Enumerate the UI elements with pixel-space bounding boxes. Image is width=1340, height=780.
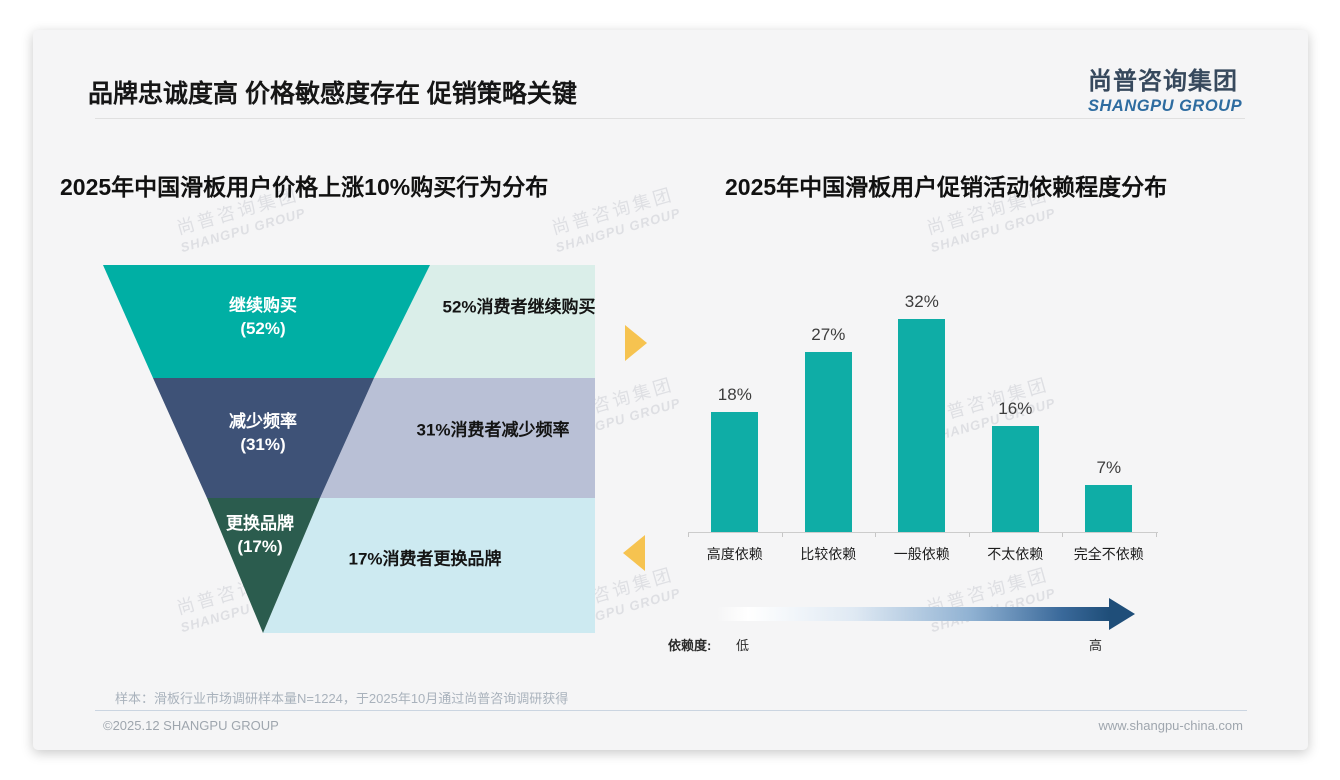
x-axis-tick — [1062, 532, 1063, 537]
x-axis-line — [688, 532, 1158, 533]
footer-divider — [95, 710, 1247, 711]
dependency-axis-label: 依赖度: — [668, 638, 712, 653]
funnel-annotation-1: 52%消费者继续购买 — [442, 297, 596, 317]
funnel-annotation-2: 31%消费者减少频率 — [416, 420, 570, 440]
logo-chinese-text: 尚普咨询集团 — [1088, 68, 1238, 95]
funnel-shapes — [103, 265, 595, 633]
dependency-gradient-arrowhead-icon — [1109, 598, 1135, 630]
copyright-text: ©2025.12 SHANGPU GROUP — [103, 718, 279, 733]
funnel-stage-3-label: 更换品牌 (17%) — [226, 512, 294, 558]
bar-value-label: 7% — [1096, 458, 1122, 477]
x-axis-tick — [688, 532, 689, 537]
desc-box-1 — [374, 265, 595, 378]
bar-x-label: 比较依赖 — [800, 546, 857, 562]
bar-x-label: 不太依赖 — [987, 546, 1044, 562]
funnel-chart-title: 2025年中国滑板用户价格上涨10%购买行为分布 — [60, 174, 549, 200]
funnel-chart: 继续购买 (52%) 减少频率 (31%) 更换品牌 (17%) 52%消费者继… — [103, 265, 597, 633]
website-url: www.shangpu-china.com — [1098, 718, 1243, 733]
desc-box-3 — [263, 498, 595, 633]
bar — [711, 412, 759, 532]
bar-value-label: 18% — [717, 385, 752, 404]
bar — [804, 352, 852, 532]
company-logo: 尚普咨询集团 SHANGPU GROUP — [1088, 61, 1242, 116]
funnel-stage-3 — [207, 498, 320, 633]
page-title: 品牌忠诚度高 价格敏感度存在 促销策略关键 — [88, 80, 577, 108]
bar-x-label: 高度依赖 — [706, 546, 763, 562]
yellow-arrow-left-icon — [623, 535, 645, 571]
bar-value-label: 32% — [904, 292, 939, 311]
bar — [1085, 485, 1133, 532]
bar-x-label: 完全不依赖 — [1073, 546, 1144, 562]
x-axis-tick — [875, 532, 876, 537]
logo-english-text: SHANGPU GROUP — [1088, 97, 1243, 115]
stage-3-value: (17%) — [237, 537, 283, 556]
dependency-gradient-arrow — [717, 607, 1109, 621]
bar — [898, 319, 946, 532]
bar-chart-title: 2025年中国滑板用户促销活动依赖程度分布 — [725, 174, 1168, 200]
stage-3-name: 更换品牌 — [226, 514, 294, 533]
stage-2-name: 减少频率 — [229, 412, 297, 431]
sample-footnote: 样本：滑板行业市场调研样本量N=1224，于2025年10月通过尚普咨询调研获得 — [115, 691, 569, 706]
bar-value-label: 27% — [811, 325, 846, 344]
stage-1-name: 继续购买 — [229, 296, 297, 315]
bar-x-label: 一般依赖 — [893, 546, 950, 562]
funnel-stage-2-label: 减少频率 (31%) — [229, 410, 297, 456]
stage-1-value: (52%) — [240, 319, 286, 338]
dependency-low-label: 低 — [736, 638, 750, 653]
funnel-stage-1 — [103, 265, 430, 378]
x-axis-tick — [1155, 532, 1157, 537]
bar-value-label: 16% — [998, 399, 1033, 418]
funnel-stage-1-label: 继续购买 (52%) — [229, 294, 297, 340]
slide-card: 尚普咨询集团 SHANGPU GROUP 尚普咨询集团 SHANGPU GROUP 尚普… — [33, 30, 1308, 750]
bar — [991, 426, 1039, 532]
funnel-stage-2 — [153, 378, 374, 498]
funnel-annotation-3: 17%消费者更换品牌 — [348, 549, 502, 569]
desc-box-2 — [320, 378, 595, 498]
stage-2-value: (31%) — [240, 435, 286, 454]
x-axis-tick — [781, 532, 783, 537]
x-axis-tick — [968, 532, 970, 537]
title-divider — [95, 118, 1245, 119]
dependency-high-label: 高 — [1089, 638, 1103, 653]
yellow-arrow-right-icon — [625, 325, 647, 361]
